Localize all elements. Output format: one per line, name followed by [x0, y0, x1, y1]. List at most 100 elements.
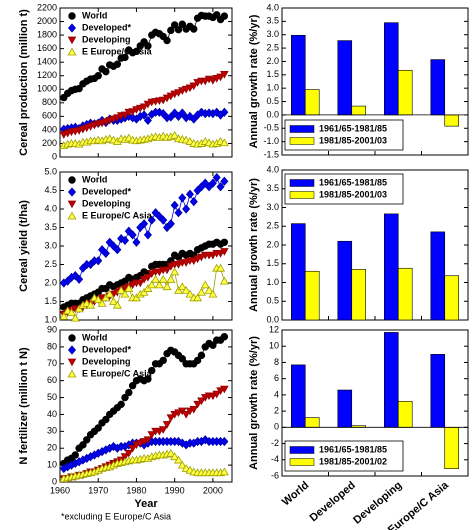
marker	[212, 172, 221, 183]
marker	[140, 110, 149, 120]
bar	[430, 59, 446, 116]
y-tick-label: 50	[47, 392, 57, 402]
x-tick-label: 1990	[165, 485, 185, 495]
y-tick-label: 0.0	[266, 109, 279, 119]
marker	[219, 276, 229, 285]
legend-marker	[68, 334, 76, 342]
legend-label: World	[82, 10, 107, 20]
legend-swatch	[289, 458, 315, 466]
y-tick-label: 1.0	[44, 314, 57, 324]
bar	[444, 275, 459, 321]
legend-label: 1981/85-2001/03	[319, 135, 387, 145]
marker	[83, 436, 91, 444]
y-tick-label: 70	[47, 358, 57, 368]
y-tick-label: 800	[42, 97, 57, 107]
marker	[117, 400, 125, 409]
marker	[170, 200, 179, 210]
marker	[159, 215, 168, 225]
y-tick-label: 90	[47, 324, 57, 334]
bar	[383, 332, 399, 428]
y-tick-label: -1.5	[263, 149, 279, 159]
marker	[216, 73, 225, 82]
marker	[120, 289, 130, 298]
y-axis-label: Cereal production (million t)	[18, 9, 30, 156]
marker	[139, 103, 149, 112]
marker	[220, 436, 229, 447]
marker	[148, 366, 156, 375]
y-axis-label: Cereal yield (t/ha)	[18, 200, 30, 292]
bar	[351, 269, 366, 321]
marker	[208, 77, 218, 85]
marker	[219, 467, 229, 476]
marker	[147, 215, 156, 225]
legend-swatch	[289, 191, 315, 199]
x-tick-label: World	[280, 479, 311, 508]
x-tick-label: 1960	[50, 485, 70, 495]
legend-label: Developing	[82, 34, 131, 44]
marker	[204, 285, 214, 294]
marker	[140, 219, 149, 229]
y-tick-label: 80	[47, 341, 57, 351]
marker	[170, 130, 180, 139]
plot-frame	[59, 329, 233, 483]
y-tick-label: 1.5	[266, 258, 279, 268]
y-tick-label: 1.5	[266, 69, 279, 79]
marker	[220, 107, 229, 117]
marker	[132, 47, 141, 56]
y-tick-label: -1.0	[263, 136, 279, 146]
y-tick-label: 6	[274, 373, 279, 383]
marker	[128, 444, 137, 453]
legend-label: 1981/85-2001/03	[319, 189, 387, 199]
y-tick-label: 1400	[37, 57, 57, 67]
bar	[337, 389, 353, 428]
y-tick-label: 0.0	[266, 314, 279, 324]
bar	[304, 270, 320, 321]
legend-label: E Europe/C Asia	[82, 46, 153, 56]
marker	[219, 138, 229, 147]
x-tick-label: 1970	[88, 485, 108, 495]
marker	[147, 280, 157, 289]
marker	[208, 289, 218, 298]
y-tick-label: 2.5	[266, 221, 279, 231]
y-tick-label: 0	[52, 151, 57, 161]
marker	[66, 308, 76, 317]
bar	[337, 240, 353, 321]
marker	[94, 424, 102, 432]
bar	[304, 417, 320, 428]
marker	[166, 414, 176, 423]
marker	[139, 287, 149, 296]
marker	[200, 77, 210, 86]
x-tick-label: 2000	[203, 485, 223, 495]
legend-label: Developing	[82, 356, 131, 366]
legend-label: World	[82, 174, 107, 184]
y-tick-label: 4.0	[44, 203, 57, 213]
y-tick-label: 4.0	[266, 164, 279, 174]
marker	[170, 452, 180, 461]
y-tick-label: 0.5	[266, 296, 279, 306]
marker	[93, 295, 103, 304]
bar	[397, 69, 413, 116]
marker	[170, 267, 180, 276]
legend-label: 1961/65-1981/85	[319, 444, 387, 454]
y-tick-label: 4.0	[266, 2, 279, 12]
marker	[177, 460, 187, 469]
marker	[178, 355, 187, 363]
marker	[200, 280, 210, 289]
marker	[116, 285, 126, 294]
bar	[397, 267, 413, 321]
y-tick-label: 3.0	[266, 202, 279, 212]
bar	[430, 231, 446, 321]
marker	[220, 70, 229, 79]
legend-marker	[67, 47, 77, 56]
marker	[121, 393, 129, 402]
y-axis-label: Annual growth rate (%/yr)	[248, 178, 260, 312]
marker	[124, 284, 134, 292]
marker	[143, 436, 153, 444]
y-tick-label: 2.5	[44, 259, 57, 269]
bar	[304, 89, 320, 116]
marker	[97, 298, 107, 307]
bar	[430, 354, 446, 428]
legend-box	[284, 173, 404, 205]
bar	[383, 213, 399, 321]
marker	[135, 279, 145, 288]
